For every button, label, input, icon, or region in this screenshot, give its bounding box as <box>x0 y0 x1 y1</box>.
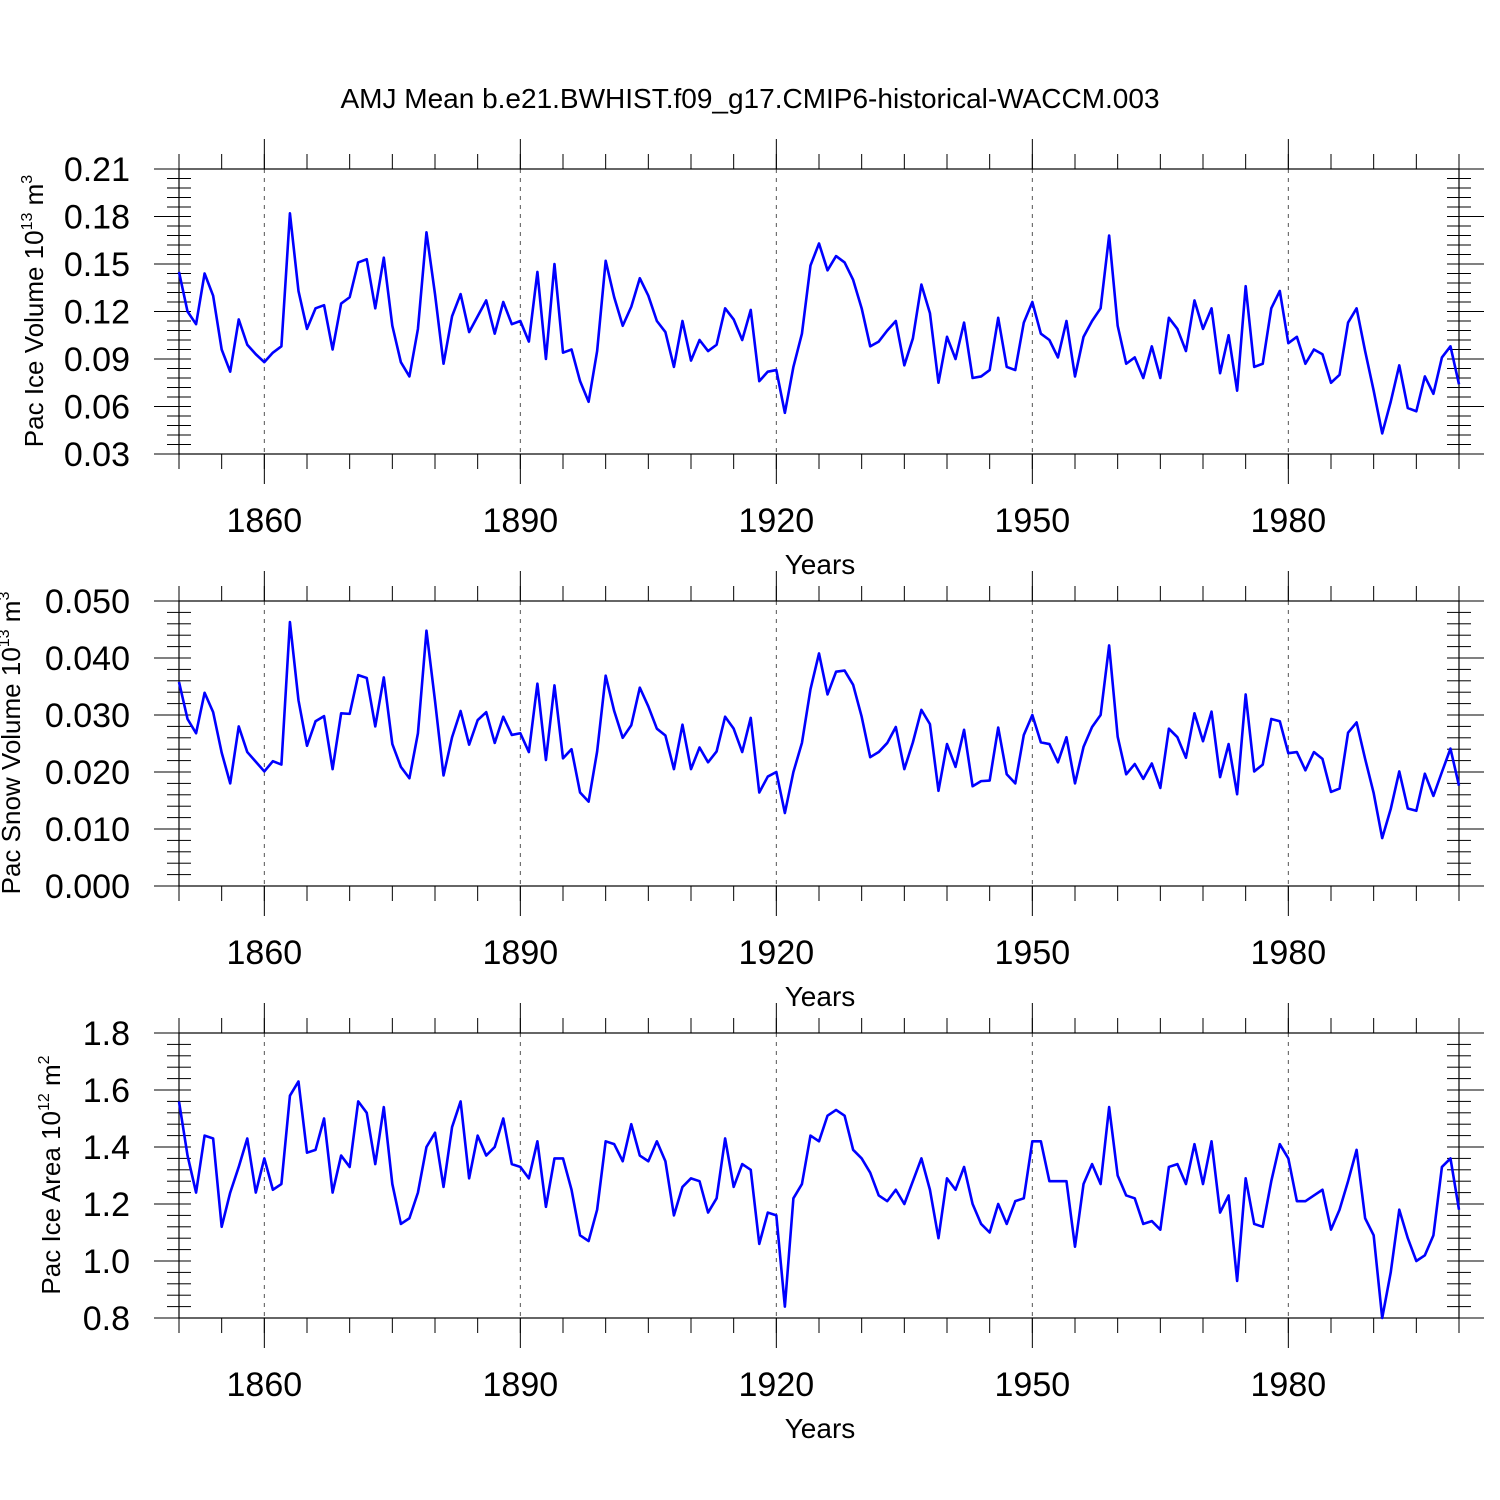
x-tick-label: 1980 <box>1251 934 1327 972</box>
y-tick-label: 0.050 <box>45 583 130 621</box>
x-tick-label: 1860 <box>227 1366 303 1404</box>
y-axis-label: Pac Ice Area 1012 m2 <box>36 1055 66 1294</box>
x-tick-label: 1860 <box>227 934 303 972</box>
x-tick-label: 1980 <box>1251 1366 1327 1404</box>
panel-ice-volume: Pac Ice Volume 1013 m3 Years 1860 1890 192… <box>19 139 1484 580</box>
y-tick-label: 0.8 <box>83 1300 130 1338</box>
y-tick-label: 0.15 <box>64 246 130 284</box>
y-tick-label: 0.06 <box>64 389 130 427</box>
x-tick-label: 1860 <box>227 502 303 540</box>
series-line <box>177 212 1461 435</box>
x-tick-label: 1950 <box>995 1366 1071 1404</box>
y-tick-label: 1.2 <box>83 1186 130 1224</box>
y-tick-label: 0.21 <box>64 151 130 189</box>
x-tick-label: 1950 <box>995 934 1071 972</box>
y-tick-label: 0.000 <box>45 868 130 906</box>
figure-title: AMJ Mean b.e21.BWHIST.f09_g17.CMIP6-hist… <box>340 83 1159 114</box>
y-tick-label: 0.030 <box>45 697 130 735</box>
y-tick-label: 0.040 <box>45 640 130 678</box>
x-axis-label: Years <box>785 549 856 580</box>
y-tick-label: 0.020 <box>45 754 130 792</box>
x-axis-label: Years <box>785 1413 856 1444</box>
y-tick-label: 1.4 <box>83 1129 130 1167</box>
y-tick-label: 1.6 <box>83 1072 130 1110</box>
y-tick-label: 0.18 <box>64 199 130 237</box>
plot-frame <box>178 1032 1460 1319</box>
y-tick-label: 1.8 <box>83 1015 130 1053</box>
y-tick-label: 0.010 <box>45 811 130 849</box>
series-line <box>177 620 1461 840</box>
y-tick-label: 0.03 <box>64 436 130 474</box>
plot-frame <box>178 168 1460 455</box>
x-tick-label: 1950 <box>995 502 1071 540</box>
y-tick-label: 0.09 <box>64 341 130 379</box>
series-line <box>177 1080 1461 1320</box>
x-tick-label: 1920 <box>739 934 815 972</box>
y-axis-label: Pac Snow Volume 1013 m3 <box>0 592 26 895</box>
y-tick-label: 1.0 <box>83 1243 130 1281</box>
x-tick-label: 1890 <box>483 1366 559 1404</box>
y-tick-label: 0.12 <box>64 294 130 332</box>
x-tick-label: 1980 <box>1251 502 1327 540</box>
x-axis-label: Years <box>785 981 856 1012</box>
x-tick-label: 1890 <box>483 502 559 540</box>
x-tick-label: 1890 <box>483 934 559 972</box>
x-tick-label: 1920 <box>739 1366 815 1404</box>
panel-snow-volume: Pac Snow Volume 1013 m3 Years 1860 1890 19… <box>0 571 1484 1012</box>
x-tick-label: 1920 <box>739 502 815 540</box>
panel-ice-area: Pac Ice Area 1012 m2 Years 1860 1890 1920 1… <box>36 1003 1484 1444</box>
y-axis-label: Pac Ice Volume 1013 m3 <box>19 175 49 448</box>
